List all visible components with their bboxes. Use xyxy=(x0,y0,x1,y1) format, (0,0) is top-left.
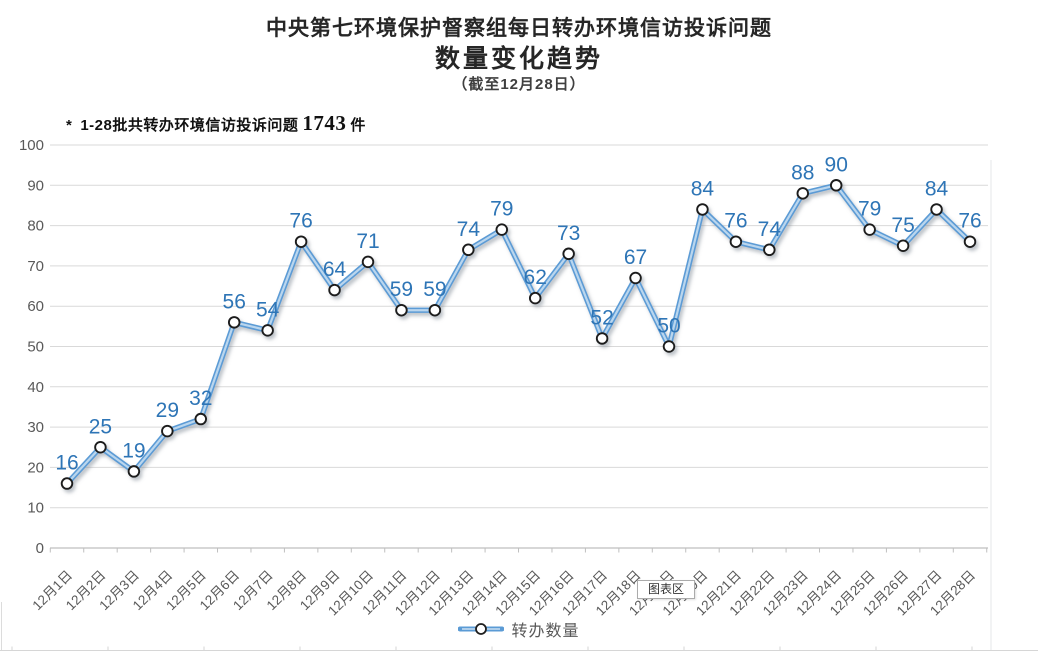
data-point-label: 16 xyxy=(55,452,78,475)
data-point-label: 76 xyxy=(289,210,312,233)
data-point-marker xyxy=(495,223,509,236)
total-annotation: * 1-28批共转办环境信访投诉问题 1743 件 xyxy=(66,111,366,136)
asterisk: * xyxy=(66,117,73,134)
data-point-label: 62 xyxy=(524,266,547,289)
y-axis-tick-label: 50 xyxy=(27,339,44,356)
data-point-marker xyxy=(361,255,375,269)
data-point-marker xyxy=(629,271,642,285)
data-point-marker xyxy=(963,235,977,248)
data-point-marker xyxy=(729,235,743,248)
data-point-label: 79 xyxy=(490,198,513,221)
y-axis-tick-label: 40 xyxy=(27,379,44,396)
y-axis-tick-label: 20 xyxy=(27,459,44,476)
data-point-marker xyxy=(395,303,408,317)
data-point-label: 52 xyxy=(590,306,613,329)
data-point-label: 84 xyxy=(691,177,715,200)
data-point-label: 84 xyxy=(925,177,949,200)
data-point-marker xyxy=(462,243,475,257)
chart-title: 中央第七环境保护督察组每日转办环境信访投诉问题 数量变化趋势 （截至12月28日… xyxy=(0,14,1038,96)
data-point-marker xyxy=(829,179,843,192)
data-point-label: 90 xyxy=(825,153,848,176)
data-point-label: 50 xyxy=(657,315,680,338)
data-point-label: 25 xyxy=(89,415,112,438)
data-point-marker xyxy=(662,340,676,353)
data-point-marker xyxy=(60,477,74,490)
data-point-marker xyxy=(696,203,709,216)
data-point-label: 73 xyxy=(557,222,580,245)
data-point-label: 75 xyxy=(891,214,914,237)
annotation-text: 1-28批共转办环境信访投诉问题 xyxy=(80,117,299,134)
legend-line-marker-icon xyxy=(458,623,505,635)
data-point-marker xyxy=(194,412,208,426)
data-point-label: 79 xyxy=(858,198,881,221)
legend-series-label: 转办数量 xyxy=(511,623,580,640)
y-axis-tick-label: 10 xyxy=(27,500,44,517)
y-axis-tick-label: 70 xyxy=(27,258,44,275)
data-point-label: 67 xyxy=(624,246,647,269)
data-point-marker xyxy=(863,223,876,236)
annotation-unit: 件 xyxy=(350,117,366,134)
y-axis-tick-label: 0 xyxy=(36,540,44,557)
data-point-marker xyxy=(930,203,943,216)
data-point-label: 32 xyxy=(189,387,212,410)
data-point-label: 74 xyxy=(758,218,782,241)
data-point-marker xyxy=(896,239,910,252)
data-point-label: 88 xyxy=(791,161,814,184)
data-point-label: 56 xyxy=(223,290,246,313)
data-point-label: 74 xyxy=(457,218,481,241)
data-point-label: 71 xyxy=(356,230,379,253)
data-point-marker xyxy=(328,283,341,297)
data-point-marker xyxy=(595,332,609,345)
y-axis-tick-label: 100 xyxy=(19,137,44,154)
chart-legend[interactable]: 转办数量 xyxy=(0,617,1038,641)
data-point-label: 29 xyxy=(156,399,179,422)
data-point-label: 76 xyxy=(724,210,747,233)
chart-title-line1: 中央第七环境保护督察组每日转办环境信访投诉问题 xyxy=(266,17,772,40)
y-axis-tick-label: 80 xyxy=(27,218,44,235)
chart-title-line3: （截至12月28日） xyxy=(452,76,586,93)
data-point-marker xyxy=(261,324,274,337)
data-point-label: 59 xyxy=(390,278,413,301)
data-point-label: 59 xyxy=(423,278,446,301)
data-point-label: 54 xyxy=(256,298,280,321)
chart-title-line2: 数量变化趋势 xyxy=(434,45,603,73)
annotation-total-value: 1743 xyxy=(302,111,347,135)
data-point-label: 64 xyxy=(323,258,347,281)
y-axis-tick-label: 90 xyxy=(27,177,44,194)
data-point-marker xyxy=(161,424,174,438)
data-point-marker xyxy=(227,316,241,329)
data-point-marker xyxy=(562,247,575,261)
data-point-marker xyxy=(428,303,442,317)
data-point-label: 19 xyxy=(122,439,145,462)
data-point-marker xyxy=(127,465,141,478)
data-point-label: 76 xyxy=(958,210,981,233)
data-point-marker xyxy=(528,291,542,305)
y-axis-tick-label: 60 xyxy=(27,298,44,315)
chart-area-tooltip: 图表区 xyxy=(637,580,695,599)
y-axis-tick-label: 30 xyxy=(27,419,44,436)
data-point-marker xyxy=(294,235,308,248)
data-point-marker xyxy=(94,441,107,454)
data-point-marker xyxy=(796,187,810,200)
data-point-marker xyxy=(763,243,776,257)
